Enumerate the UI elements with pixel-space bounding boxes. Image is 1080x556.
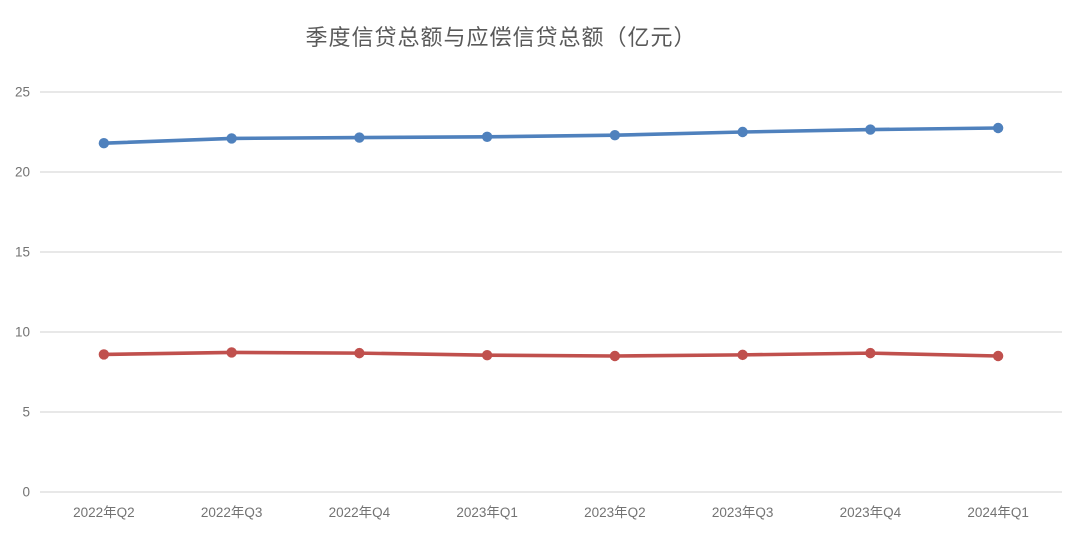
data-point-marker: [992, 350, 1004, 362]
data-point-marker: [865, 347, 876, 359]
x-tick-label: 2023年Q3: [712, 505, 774, 520]
x-tick-label: 2023年Q4: [840, 505, 902, 520]
data-point-marker: [98, 349, 110, 360]
data-point-marker: [865, 124, 876, 135]
y-tick-label: 20: [15, 165, 30, 180]
chart-title: 季度信贷总额与应偿信贷总额（亿元）: [305, 25, 697, 50]
data-point-marker: [737, 349, 748, 361]
data-point-marker: [354, 132, 365, 143]
y-tick-label: 10: [15, 325, 30, 340]
x-tick-label: 2023年Q2: [584, 505, 646, 520]
series-line-1: [102, 350, 1000, 358]
data-point-marker: [354, 347, 365, 359]
data-point-marker: [737, 126, 748, 138]
x-tick-label: 2022年Q3: [201, 505, 263, 520]
x-tick-label: 2024年Q1: [967, 505, 1029, 520]
y-tick-label: 5: [22, 405, 30, 420]
data-point-marker: [992, 122, 1004, 134]
x-tick-label: 2022年Q2: [73, 505, 135, 520]
x-tick-label: 2023年Q1: [456, 505, 518, 520]
data-point-marker: [609, 350, 621, 362]
y-tick-label: 15: [15, 245, 30, 260]
data-point-marker: [481, 131, 493, 142]
data-point-marker: [226, 347, 237, 358]
data-point-marker: [98, 138, 110, 149]
data-point-marker: [609, 130, 621, 141]
data-point-marker: [481, 350, 493, 361]
data-point-marker: [226, 133, 237, 144]
series-line-0: [102, 126, 1000, 145]
y-tick-label: 0: [22, 485, 30, 500]
x-tick-label: 2022年Q4: [329, 505, 391, 520]
y-tick-label: 25: [15, 85, 30, 100]
